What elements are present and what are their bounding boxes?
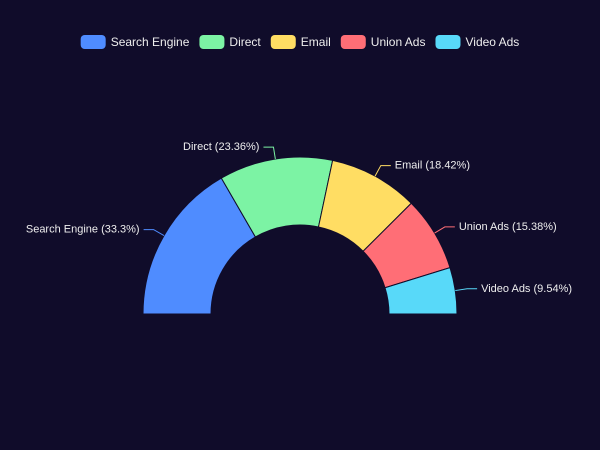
legend-item-email[interactable]: Email: [270, 35, 331, 49]
legend-swatch: [435, 35, 461, 49]
legend-item-union-ads[interactable]: Union Ads: [340, 35, 426, 49]
slice-video-ads[interactable]: [384, 267, 458, 315]
label-line-email: [374, 165, 391, 177]
slice-label-direct: Direct (23.36%): [183, 141, 259, 153]
legend-label: Union Ads: [371, 35, 426, 49]
legend-label: Video Ads: [465, 35, 519, 49]
legend-item-search-engine[interactable]: Search Engine: [80, 35, 190, 49]
slice-labels: Search Engine (33.3%) Direct (23.36%) Emai…: [26, 141, 572, 295]
legend-label: Search Engine: [111, 35, 190, 49]
slice-label-email: Email (18.42%): [395, 160, 470, 172]
legend-swatch: [270, 35, 296, 49]
label-line-search-engine: [143, 229, 165, 237]
label-line-video-ads: [455, 288, 478, 292]
slice-label-video-ads: Video Ads (9.54%): [481, 283, 572, 295]
legend-item-video-ads[interactable]: Video Ads: [435, 35, 519, 49]
legend-item-direct[interactable]: Direct: [199, 35, 261, 49]
label-line-union-ads: [434, 226, 455, 234]
slice-label-union-ads: Union Ads (15.38%): [459, 221, 557, 233]
label-line-direct: [263, 146, 276, 160]
legend-swatch: [80, 35, 106, 49]
legend-swatch: [199, 35, 225, 49]
legend-label: Direct: [229, 35, 261, 49]
slice-label-search-engine: Search Engine (33.3%): [26, 224, 140, 236]
legend-label: Email: [301, 35, 331, 49]
legend: Search Engine Direct Email Union Ads Video A…: [80, 35, 519, 49]
slices: [142, 156, 458, 315]
legend-swatch: [340, 35, 366, 49]
